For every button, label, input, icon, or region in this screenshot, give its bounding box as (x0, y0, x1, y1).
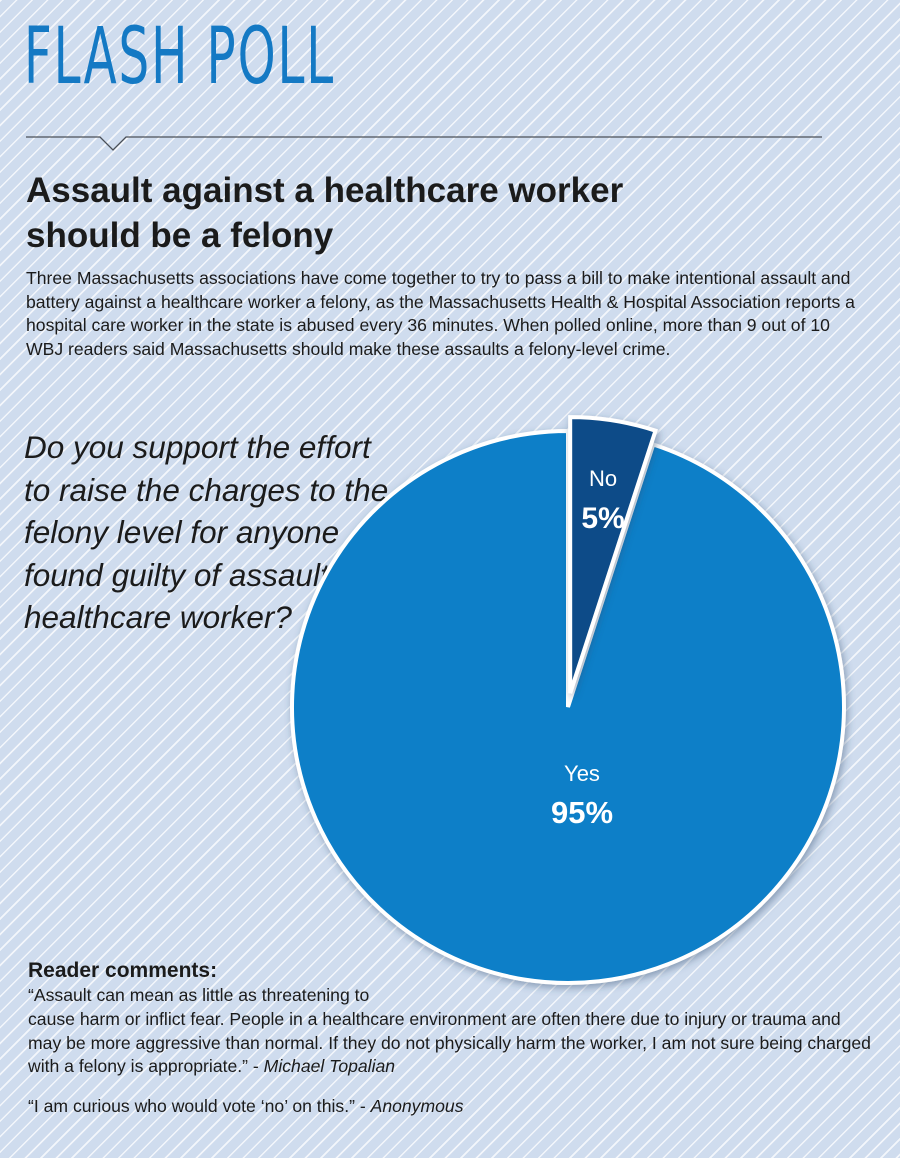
divider-rule (26, 136, 822, 151)
comment-1: “Assault can mean as little as threateni… (28, 984, 878, 1079)
poll-question: Do you support the effort to raise the c… (24, 429, 398, 635)
slice-label-no: No (589, 466, 617, 491)
comment-1-text: cause harm or inflict fear. People in a … (28, 1008, 871, 1077)
headline: Assault against a healthcare worker shou… (26, 171, 624, 255)
comment-2-author: Anonymous (370, 1096, 464, 1117)
page-title: FLASH POLL (24, 12, 336, 102)
pie-slice-yes (290, 428, 847, 985)
comment-2: “I am curious who would vote ‘no’ on thi… (28, 1095, 878, 1119)
comments-heading: Reader comments: (28, 959, 218, 982)
slice-value-yes: 95% (551, 795, 613, 830)
comment-1-lead: “Assault can mean as little as threateni… (28, 985, 370, 1005)
pie-slice-no (568, 415, 658, 694)
comment-1-author: Michael Topalian (263, 1056, 396, 1077)
comment-2-text: “I am curious who would vote ‘no’ on thi… (28, 1096, 371, 1117)
intro-paragraph: Three Massachusetts associations have co… (26, 268, 855, 360)
slice-value-no: 5% (581, 502, 624, 535)
reader-comments: Reader comments: “Assault can mean as li… (28, 958, 878, 1119)
slice-label-yes: Yes (564, 761, 600, 786)
